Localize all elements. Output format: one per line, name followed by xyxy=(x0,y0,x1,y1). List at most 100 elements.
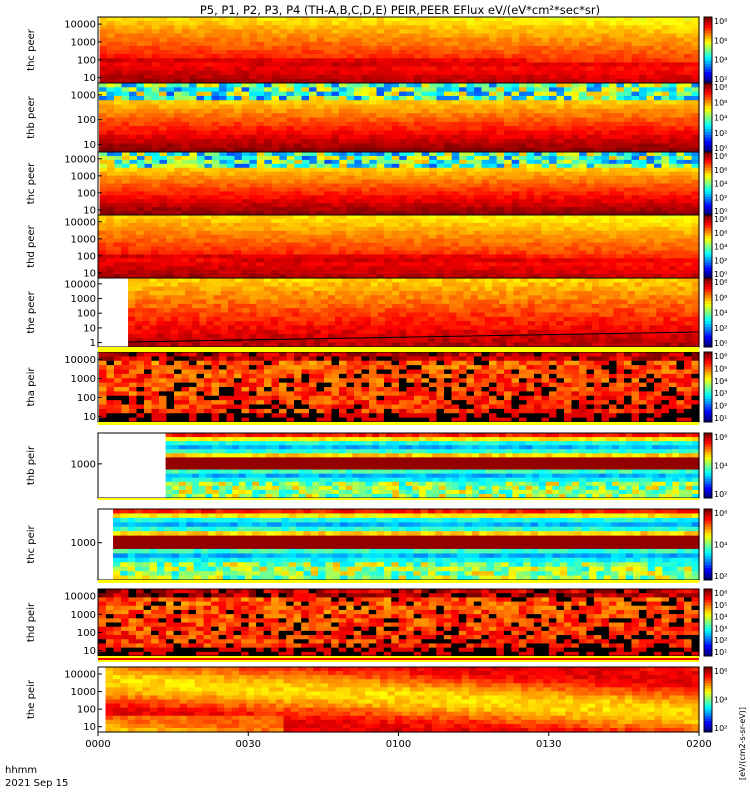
heatmap-cell xyxy=(361,126,370,132)
heatmap-cell xyxy=(99,33,108,39)
heatmap-cell xyxy=(533,215,542,220)
heatmap-cell xyxy=(436,211,445,216)
heatmap-cell xyxy=(166,126,175,132)
heatmap-cell xyxy=(98,246,107,252)
heatmap-cell xyxy=(189,21,198,26)
heatmap-cell xyxy=(466,207,475,212)
heatmap-cell xyxy=(256,54,265,59)
heatmap-cell xyxy=(376,187,385,192)
colorbar-tick-label: 10⁸ xyxy=(714,17,727,26)
heatmap-cell xyxy=(99,78,108,84)
heatmap-cell xyxy=(451,226,460,232)
heatmap-cell xyxy=(316,87,325,93)
heatmap-cell xyxy=(429,152,438,157)
heatmap-cell xyxy=(354,183,363,189)
heatmap-cell xyxy=(444,117,453,123)
heatmap-cell xyxy=(151,126,160,132)
heatmap-cell xyxy=(563,246,572,252)
heatmap-cell xyxy=(534,195,543,200)
heatmap-cell xyxy=(219,134,228,140)
heatmap-cell xyxy=(99,155,108,161)
heatmap-cell xyxy=(144,17,153,22)
heatmap-cell xyxy=(511,74,520,80)
heatmap-cell xyxy=(346,155,355,161)
heatmap-cell xyxy=(129,147,138,153)
heatmap-cell xyxy=(466,175,475,181)
heatmap-cell xyxy=(151,21,161,26)
heatmap-cell xyxy=(361,215,370,220)
heatmap-cell xyxy=(684,130,693,136)
heatmap-cell xyxy=(338,234,347,240)
heatmap-cell xyxy=(159,33,168,39)
heatmap-cell xyxy=(241,242,250,248)
heatmap-cell xyxy=(106,230,115,236)
heatmap-cell xyxy=(316,143,325,149)
heatmap-cell xyxy=(369,41,378,47)
heatmap-cell xyxy=(241,41,250,47)
heatmap-cell xyxy=(571,29,580,35)
heatmap-cell xyxy=(571,134,580,140)
heatmap-cell xyxy=(669,95,678,101)
heatmap-cell xyxy=(196,218,205,224)
heatmap-cell xyxy=(279,33,288,39)
heatmap-cell xyxy=(249,183,258,189)
heatmap-cell xyxy=(181,203,191,208)
heatmap-cell xyxy=(301,246,310,252)
heatmap-cell xyxy=(279,54,288,59)
heatmap-cell xyxy=(331,83,340,88)
heatmap-cell xyxy=(624,121,633,127)
heatmap-cell xyxy=(601,33,610,39)
heatmap-cell xyxy=(121,191,131,196)
heatmap-cell xyxy=(271,74,280,80)
heatmap-cell xyxy=(451,230,460,236)
heatmap-cell xyxy=(669,211,678,216)
heatmap-cell xyxy=(391,246,400,252)
heatmap-cell xyxy=(548,258,557,263)
heatmap-cell xyxy=(338,262,347,267)
heatmap-cell xyxy=(301,134,310,140)
heatmap-cell xyxy=(519,130,528,136)
heatmap-cell xyxy=(579,179,588,185)
heatmap-cell xyxy=(549,87,558,93)
heatmap-cell xyxy=(473,215,482,220)
heatmap-cell xyxy=(188,274,197,279)
heatmap-cell xyxy=(196,226,205,232)
heatmap-cell xyxy=(556,167,565,173)
heatmap-cell xyxy=(159,66,168,72)
heatmap-cell xyxy=(279,66,288,72)
heatmap-cell xyxy=(473,262,482,267)
heatmap-cell xyxy=(144,191,153,196)
heatmap-cell xyxy=(129,126,138,132)
heatmap-cell xyxy=(151,66,161,72)
heatmap-cell xyxy=(676,95,685,101)
heatmap-cell xyxy=(211,234,220,240)
heatmap-cell xyxy=(234,155,243,161)
heatmap-cell xyxy=(204,159,213,165)
heatmap-cell xyxy=(196,45,206,51)
heatmap-cell xyxy=(571,147,580,153)
heatmap-cell xyxy=(639,100,648,106)
heatmap-cell xyxy=(511,58,520,63)
heatmap-cell xyxy=(241,175,250,181)
heatmap-cell xyxy=(646,78,655,84)
heatmap-cell xyxy=(526,211,535,216)
heatmap-cell xyxy=(616,62,625,68)
heatmap-cell xyxy=(519,155,528,161)
heatmap-cell xyxy=(354,199,363,204)
heatmap-cell xyxy=(616,152,625,157)
heatmap-cell xyxy=(354,121,363,127)
heatmap-cell xyxy=(421,274,430,279)
heatmap-cell xyxy=(316,33,325,39)
heatmap-cell xyxy=(556,143,565,149)
heatmap-cell xyxy=(624,187,633,192)
heatmap-cell xyxy=(511,155,520,161)
heatmap-cell xyxy=(376,199,385,204)
heatmap-cell xyxy=(301,21,310,26)
heatmap-cell xyxy=(661,167,670,173)
heatmap-cell xyxy=(129,58,138,63)
heatmap-cell xyxy=(459,100,468,106)
heatmap-cell xyxy=(309,130,318,136)
heatmap-cell xyxy=(414,121,423,127)
heatmap-cell xyxy=(159,211,168,216)
heatmap-cell xyxy=(173,250,182,255)
